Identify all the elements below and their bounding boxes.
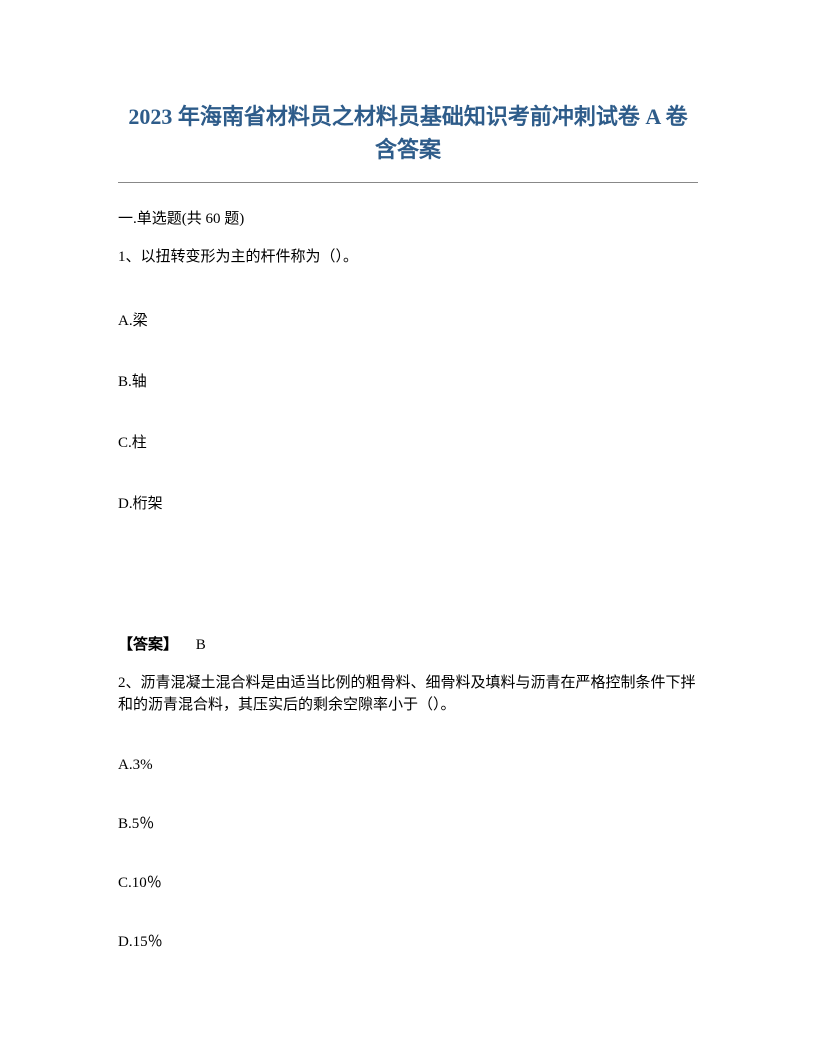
title-line-2: 含答案 bbox=[375, 137, 441, 162]
q1-option-d: D.桁架 bbox=[118, 492, 698, 513]
document-title: 2023 年海南省材料员之材料员基础知识考前冲刺试卷 A 卷 含答案 bbox=[118, 100, 698, 183]
q2-option-a: A.3% bbox=[118, 757, 698, 774]
q2-option-c: C.10％ bbox=[118, 871, 698, 892]
question-1-text: 1、以扭转变形为主的杆件称为（）。 bbox=[118, 246, 698, 269]
q1-option-c: C.柱 bbox=[118, 431, 698, 452]
q2-option-d: D.15％ bbox=[118, 930, 698, 951]
section-header: 一.单选题(共 60 题) bbox=[118, 207, 698, 228]
title-line-1: 2023 年海南省材料员之材料员基础知识考前冲刺试卷 A 卷 bbox=[128, 104, 687, 129]
q2-option-b: B.5％ bbox=[118, 812, 698, 833]
answer-label: 【答案】 bbox=[118, 637, 178, 653]
question-2-text: 2、沥青混凝土混合料是由适当比例的粗骨料、细骨料及填料与沥青在严格控制条件下拌和… bbox=[118, 672, 698, 717]
q1-answer: 【答案】 B bbox=[118, 633, 698, 654]
q1-option-b: B.轴 bbox=[118, 370, 698, 391]
q1-option-a: A.梁 bbox=[118, 309, 698, 330]
answer-value: B bbox=[196, 637, 206, 653]
